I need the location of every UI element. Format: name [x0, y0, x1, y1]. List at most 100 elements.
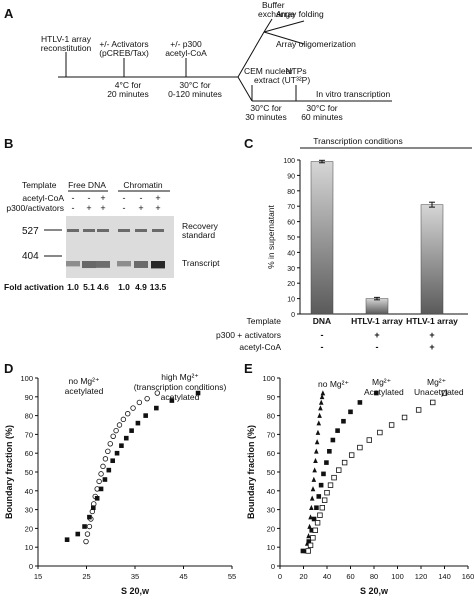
p300-sign: +	[155, 203, 160, 213]
data-point-open-square	[319, 505, 325, 511]
panel-d: D 0 10 20 30 40 50 60 70 80 90 100 15 25 35 45 55 Bounda…	[4, 361, 236, 596]
group-chromatin: Chromatin	[123, 180, 162, 190]
recovery-band	[118, 229, 130, 232]
c-p300-sign: +	[374, 330, 379, 340]
e-x-tick-label: 160	[462, 572, 474, 581]
data-point-filled-square	[119, 443, 124, 448]
data-point-filled-square	[318, 482, 324, 488]
e-x-axis-label: S 20,w	[360, 586, 389, 596]
e-x-tick-label: 0	[278, 572, 282, 581]
data-point-open-circle	[120, 416, 127, 423]
gel-image	[66, 216, 174, 278]
c-y-tick-label: 10	[287, 297, 295, 304]
data-point-open-circle	[86, 523, 93, 530]
data-point-filled-square	[330, 437, 336, 443]
incubation-2-line1: 30°C for	[179, 80, 210, 90]
data-point-filled-triangle	[319, 394, 325, 400]
p300-sign: +	[100, 203, 105, 213]
d-y-tick-label: 40	[25, 487, 33, 496]
e-x-tick-label: 40	[323, 572, 331, 581]
c-y-tick-label: 60	[287, 220, 295, 227]
transcript-band	[134, 261, 148, 268]
data-point-open-square	[331, 474, 337, 481]
panel-d-plot: 0 10 20 30 40 50 60 70 80 90 100 15 25 35 45 55 Boundary…	[4, 374, 236, 596]
data-point-open-square	[314, 520, 321, 526]
c-y-tick-label: 0	[291, 312, 295, 319]
e-y-tick-label: 20	[267, 524, 275, 533]
data-point-open-circle	[83, 538, 89, 545]
d-annot-right-3: acetylated	[161, 392, 200, 402]
branch-cem-1: CEM nuclear	[244, 66, 293, 76]
recovery-band	[135, 229, 147, 232]
c-y-tick-label: 90	[287, 173, 295, 180]
acetyl-sign: +	[100, 193, 105, 203]
d-y-tick-label: 10	[25, 543, 33, 552]
incubation-1-line2: 20 minutes	[107, 89, 149, 99]
marker-527: 527	[22, 226, 39, 237]
step-activators-2: (pCREB/Tax)	[99, 48, 149, 58]
d-y-tick-label: 90	[25, 393, 33, 402]
data-point-filled-square	[169, 398, 175, 403]
panel-b-letter: B	[4, 136, 13, 151]
data-point-filled-triangle	[320, 390, 326, 396]
data-point-filled-square	[110, 458, 115, 464]
fold-activation-label: Fold activation	[4, 282, 64, 292]
e-y-tick-label: 70	[267, 430, 275, 439]
data-point-filled-square	[64, 537, 70, 542]
fold-value: 1.0	[118, 282, 130, 292]
data-point-open-square	[388, 422, 395, 428]
e-annot-unacet-1: Mg²⁺	[427, 377, 446, 387]
recovery-band	[67, 229, 79, 232]
data-point-filled-square	[321, 471, 326, 477]
incubation-1-line1: 4°C for	[115, 80, 142, 90]
data-point-open-square	[321, 497, 328, 503]
group-free-dna: Free DNA	[68, 180, 106, 190]
data-point-open-square	[401, 414, 408, 421]
data-point-filled-square	[129, 428, 134, 433]
e-x-tick-label: 140	[438, 572, 451, 581]
data-point-filled-triangle	[312, 467, 317, 473]
data-point-filled-triangle	[317, 412, 322, 418]
step-reconstitution-2: reconstitution	[41, 43, 92, 53]
panel-a: A HTLV-1 array reconstitution +/- Activa…	[4, 0, 392, 122]
transcript-band	[96, 261, 110, 268]
c-y-tick-label: 80	[287, 189, 295, 196]
transcript-band	[82, 261, 96, 269]
data-point-open-circle	[136, 399, 143, 406]
panel-c: C Transcription conditions 0 10 20 30 40 50 60…	[216, 136, 472, 352]
data-point-filled-triangle	[306, 533, 311, 539]
c-y-tick-label: 30	[287, 266, 295, 273]
e-y-axis-label: Boundary fraction (%)	[246, 425, 256, 519]
e-annot-unacet-2: Unacetylated	[414, 387, 464, 397]
p300-sign: -	[123, 203, 126, 213]
branch-transcription: In vitro transcription	[316, 89, 390, 99]
data-point-filled-triangle	[308, 514, 313, 520]
branch-buffer-2: exchange	[258, 9, 295, 19]
d-y-tick-label: 100	[20, 374, 33, 383]
data-point-open-square	[366, 437, 372, 443]
data-point-filled-square	[94, 496, 100, 501]
c-y-tick-label: 20	[287, 281, 295, 288]
data-point-filled-square	[300, 548, 306, 554]
data-point-filled-square	[324, 460, 329, 465]
panel-e-plot: 0 10 20 30 40 50 60 70 80 90 100 0 20 40 60 80 100 120 140…	[246, 374, 474, 596]
c-p300-sign: +	[429, 330, 434, 340]
e-x-tick-label: 100	[391, 572, 404, 581]
data-point-filled-square	[306, 539, 312, 544]
data-point-open-circle	[98, 471, 104, 477]
d-y-tick-label: 30	[25, 506, 33, 515]
template-label: Template	[22, 180, 57, 190]
data-point-filled-triangle	[309, 504, 314, 511]
c-y-tick-label: 70	[287, 204, 295, 211]
d-y-tick-label: 20	[25, 524, 33, 533]
data-point-open-circle	[130, 405, 136, 411]
data-point-open-circle	[116, 422, 123, 428]
branch-folding: Array folding	[276, 9, 324, 19]
data-point-open-square	[341, 459, 348, 466]
data-point-filled-triangle	[318, 399, 324, 405]
d-y-tick-label: 80	[25, 412, 33, 421]
panel-b: B Template Free DNA Chromatin acetyl-CoA…	[4, 136, 220, 292]
data-point-filled-square	[143, 413, 148, 418]
data-point-open-circle	[144, 395, 150, 402]
